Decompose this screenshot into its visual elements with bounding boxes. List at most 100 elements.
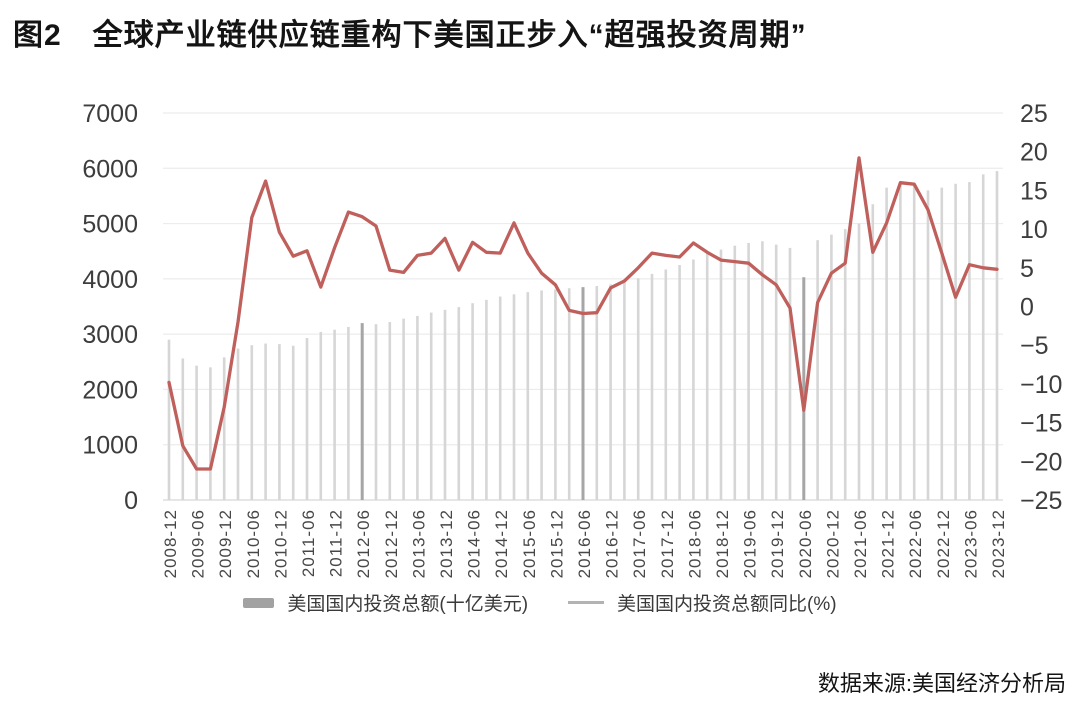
left-axis-tick-label: 5000	[82, 211, 138, 239]
legend-label-line: 美国国内投资总额同比(%)	[617, 594, 837, 615]
investment-bar	[719, 249, 723, 500]
investment-bar	[305, 338, 309, 500]
x-axis-tick-label: 2020-06	[796, 509, 815, 578]
investment-bar	[443, 309, 447, 500]
right-axis-tick-label: −10	[1020, 371, 1062, 399]
investment-bar	[912, 185, 916, 500]
investment-bar	[774, 244, 778, 500]
investment-bar	[981, 174, 985, 501]
x-axis-tick-label: 2008-12	[161, 509, 180, 578]
investment-bar	[650, 273, 654, 500]
investment-bar	[609, 284, 612, 500]
bar-series-swatch-icon	[243, 597, 275, 608]
investment-bar	[402, 318, 405, 500]
right-axis-tick-label: −25	[1020, 487, 1062, 515]
investment-bar	[167, 339, 171, 500]
investment-bar	[250, 345, 254, 500]
right-axis-tick-label: −20	[1020, 448, 1062, 476]
x-axis-tick-label: 2023-06	[961, 509, 980, 578]
investment-bar	[567, 288, 571, 500]
x-axis-tick-label: 2010-12	[271, 509, 290, 578]
x-axis-tick-label: 2016-06	[575, 509, 594, 578]
investment-bar	[526, 292, 530, 500]
right-axis-tick-label: 10	[1020, 216, 1048, 244]
investment-bar	[554, 289, 557, 500]
x-axis-tick-label: 2009-12	[216, 509, 235, 578]
investment-bar	[540, 290, 543, 500]
left-axis-tick-label: 6000	[82, 155, 138, 183]
investment-bar	[733, 245, 737, 500]
x-axis-tick-label: 2009-06	[189, 509, 208, 578]
investment-bar	[857, 223, 861, 501]
investment-bar	[940, 187, 944, 500]
yoy-line	[167, 156, 999, 471]
investment-bar	[705, 253, 709, 500]
investment-bar	[485, 299, 488, 500]
investment-bar	[181, 358, 185, 500]
data-source-note: 数据来源:美国经济分析局	[817, 671, 1066, 696]
investment-bar	[319, 331, 323, 500]
chart-legend: 美国国内投资总额(十亿美元) 美国国内投资总额同比(%)	[0, 589, 1080, 616]
right-axis-tick-label: 15	[1020, 177, 1048, 205]
investment-bar	[995, 171, 999, 501]
right-axis-tick-label: 25	[1020, 100, 1048, 128]
investment-bar	[457, 307, 461, 500]
investment-bar	[195, 365, 198, 500]
x-axis-tick-label: 2013-06	[409, 509, 428, 578]
investment-bar	[623, 281, 626, 500]
investment-bar	[388, 321, 392, 500]
left-axis-tick-label: 0	[124, 487, 138, 515]
investment-bar	[374, 324, 378, 500]
chart-title: 图2 全球产业链供应链重构下美国正步入“超强投资周期”	[13, 19, 807, 52]
x-axis-tick-label: 2019-12	[768, 509, 787, 578]
right-axis-tick-label: 0	[1020, 294, 1034, 322]
investment-bar	[416, 315, 419, 500]
left-axis-tick-label: 1000	[82, 432, 138, 460]
legend-label-bars: 美国国内投资总额(十亿美元)	[287, 594, 529, 615]
investment-bar	[761, 241, 764, 500]
left-axis-tick-label: 3000	[82, 321, 138, 349]
investment-bar	[954, 183, 957, 500]
investment-bar	[899, 184, 902, 500]
investment-bar	[871, 204, 875, 500]
investment-bar	[830, 234, 833, 500]
investment-bar	[885, 187, 888, 500]
x-axis-tick-label: 2019-06	[741, 509, 760, 578]
x-axis-tick-label: 2022-12	[934, 509, 953, 578]
investment-bar	[926, 190, 930, 500]
x-axis-tick-label: 2011-06	[299, 509, 318, 577]
legend-item-line: 美国国内投资总额同比(%)	[568, 589, 837, 616]
left-axis-tick-label: 4000	[82, 266, 138, 294]
x-axis-tick-label: 2013-12	[437, 509, 456, 578]
investment-bar	[236, 348, 240, 500]
investment-bar	[360, 323, 364, 500]
x-axis-tick-label: 2016-12	[603, 509, 622, 578]
investment-bar	[802, 277, 806, 500]
right-axis-tick-label: 5	[1020, 255, 1034, 283]
investment-bar	[222, 357, 226, 500]
x-axis-tick-label: 2011-12	[327, 509, 346, 577]
investment-bar	[747, 242, 750, 500]
left-axis-tick-label: 2000	[82, 376, 138, 404]
line-series-swatch-icon	[568, 601, 605, 604]
x-axis-tick-label: 2015-06	[520, 509, 539, 578]
investment-bar	[278, 344, 281, 500]
left-axis-tick-label: 7000	[82, 100, 138, 128]
x-axis-tick-label: 2017-06	[630, 509, 649, 578]
x-axis-tick-label: 2018-12	[713, 509, 732, 578]
investment-bar	[692, 259, 695, 500]
investment-bar	[595, 286, 599, 500]
x-axis-tick-label: 2020-12	[823, 509, 842, 578]
investment-bar	[429, 312, 433, 500]
x-axis-tick-label: 2012-12	[382, 509, 401, 578]
investment-bar	[664, 269, 668, 500]
investment-bar	[581, 287, 585, 500]
x-axis-tick-label: 2014-06	[465, 509, 484, 578]
x-axis-tick-label: 2010-06	[244, 509, 263, 578]
investment-bar	[471, 303, 474, 500]
investment-bar	[816, 240, 819, 500]
investment-bar	[512, 294, 516, 500]
x-axis-tick-label: 2014-12	[492, 509, 511, 578]
x-axis-tick-label: 2021-12	[879, 509, 898, 578]
